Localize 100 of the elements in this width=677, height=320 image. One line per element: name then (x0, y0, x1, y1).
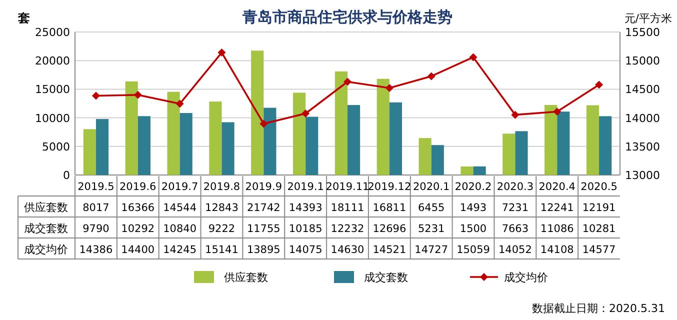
x-tick-label: 2020.4 (538, 181, 576, 193)
point (385, 84, 394, 92)
x-tick-label: 2019.7 (161, 181, 198, 193)
point (427, 72, 436, 80)
bar (460, 166, 474, 175)
bar (544, 104, 558, 175)
bar (83, 129, 96, 175)
data-label: 10281 (582, 223, 616, 235)
data-label: 14521 (372, 244, 406, 256)
data-label: 9790 (82, 223, 110, 235)
y2-tick-label: 14000 (625, 112, 660, 125)
bar (389, 102, 402, 175)
point (469, 53, 478, 62)
x-tick-label: 2020.2 (454, 181, 492, 193)
y-tick-label: 20000 (35, 54, 70, 68)
legend-label: 成交套数 (364, 271, 408, 284)
data-label: 1493 (460, 202, 487, 214)
point (344, 78, 352, 86)
data-label: 14630 (330, 244, 364, 256)
bar (431, 145, 444, 175)
data-label: 14075 (288, 244, 322, 256)
y-tick-label: 15000 (35, 83, 70, 96)
data-label: 14245 (163, 244, 197, 256)
y2-tick-label: 15500 (625, 26, 660, 39)
data-label: 15141 (205, 244, 238, 256)
data-label: 14544 (163, 202, 197, 214)
bar (473, 166, 486, 175)
x-tick-label: 2019.12 (368, 181, 412, 193)
x-tick-label: 2019.5 (78, 181, 114, 193)
data-label: 12241 (540, 202, 574, 214)
y-tick-label: 0 (63, 169, 70, 182)
data-label: 12232 (330, 223, 364, 235)
bar (96, 119, 109, 175)
data-label: 18111 (330, 202, 364, 214)
point (553, 108, 562, 116)
data-label: 11755 (246, 223, 280, 235)
point (595, 80, 604, 89)
data-label: 5231 (418, 223, 445, 235)
y2-axis-title: 元/平方米 (624, 12, 672, 25)
data-label: 21742 (246, 202, 280, 214)
data-label: 14400 (121, 244, 155, 256)
data-label: 14052 (498, 244, 532, 256)
data-label: 8017 (82, 202, 110, 214)
x-tick-label: 2019.9 (245, 181, 282, 193)
data-label: 1500 (460, 223, 487, 235)
bar (348, 105, 360, 175)
y-tick-label: 10000 (35, 112, 70, 125)
data-label: 14577 (582, 244, 616, 256)
point (176, 100, 184, 108)
bar (418, 138, 432, 175)
bar (180, 112, 192, 175)
legend-label: 成交均价 (504, 271, 548, 284)
y-tick-label: 25000 (35, 26, 70, 39)
data-label: 7663 (502, 223, 529, 235)
y2-tick-label: 14500 (625, 83, 660, 96)
x-tick-label: 2019.8 (203, 181, 240, 193)
x-tick-label: 2019.6 (120, 181, 157, 193)
x-tick-label: 2019.1 (287, 181, 324, 193)
bar (502, 134, 516, 175)
bar (251, 50, 264, 175)
bar (306, 116, 318, 175)
text: 供应套数 (24, 201, 68, 214)
y-axis-title: 套 (17, 11, 30, 25)
x-tick-label: 2020.3 (496, 181, 534, 193)
y-tick-label: 5000 (42, 140, 70, 154)
data-label: 14108 (540, 244, 574, 256)
data-label: 12696 (372, 223, 406, 235)
data-label: 9222 (208, 223, 236, 235)
bar (222, 122, 234, 175)
data-label: 10840 (163, 223, 197, 235)
y2-tick-label: 15000 (625, 54, 660, 68)
point (218, 48, 226, 57)
bar (334, 71, 348, 175)
data-label: 12843 (205, 202, 238, 214)
point (302, 110, 310, 118)
point (134, 90, 142, 99)
bar (264, 108, 276, 175)
bar (293, 92, 306, 175)
bar (209, 102, 222, 175)
x-tick-label: 2020.5 (580, 181, 618, 193)
data-label: 12191 (582, 202, 616, 214)
data-label: 13895 (246, 244, 280, 256)
data-label: 10292 (121, 223, 155, 235)
text: 成交均价 (24, 243, 68, 256)
data-label: 10185 (288, 223, 322, 235)
data-label: 7231 (502, 202, 529, 214)
data-label: 14386 (79, 244, 113, 256)
bar (376, 78, 390, 175)
x-tick-label: 2020.1 (412, 181, 450, 193)
point (92, 92, 100, 100)
bar (599, 116, 612, 175)
bar (586, 105, 600, 175)
point (511, 110, 520, 119)
data-label: 6455 (418, 202, 445, 214)
data-label: 14727 (414, 244, 448, 256)
y2-tick-label: 13500 (625, 140, 660, 154)
legend-label: 供应套数 (224, 271, 268, 284)
bar (515, 131, 528, 175)
point (260, 120, 268, 128)
bar (557, 112, 570, 175)
